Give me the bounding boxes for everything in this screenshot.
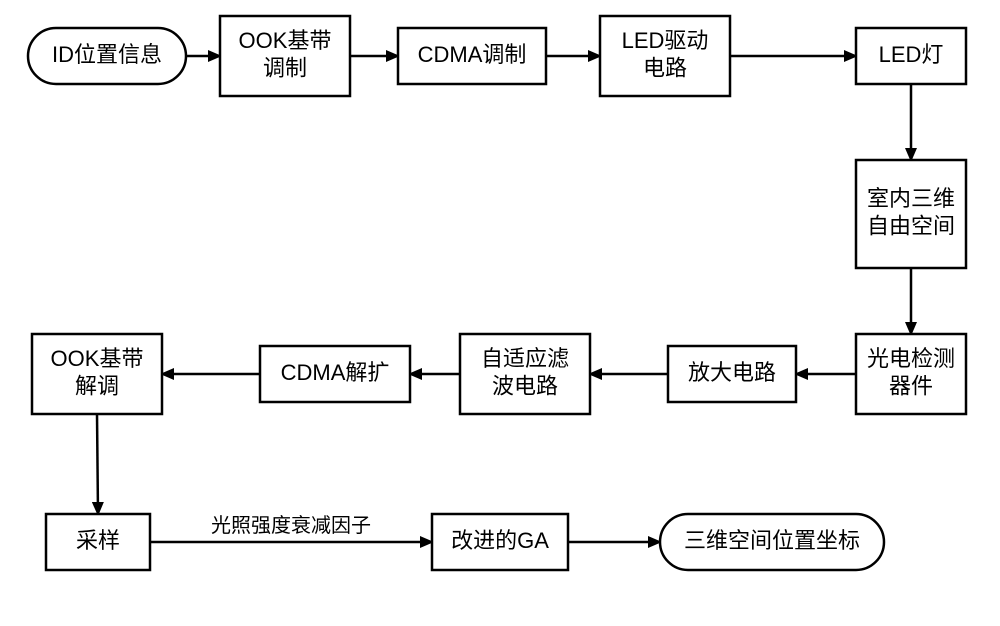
node-n12: 采样 <box>46 514 150 570</box>
node-label: LED灯 <box>879 42 944 67</box>
node-label: 采样 <box>76 528 120 553</box>
node-label: CDMA调制 <box>418 42 527 67</box>
node-label: OOK基带 <box>239 28 332 53</box>
node-n11: OOK基带解调 <box>32 334 162 414</box>
node-n5: LED灯 <box>856 28 966 84</box>
node-label: OOK基带 <box>51 346 144 371</box>
node-label: 室内三维 <box>867 186 955 211</box>
node-label: 自由空间 <box>867 214 955 239</box>
node-n4: LED驱动电路 <box>600 16 730 96</box>
node-label: 放大电路 <box>688 360 776 385</box>
node-n10: CDMA解扩 <box>260 346 410 402</box>
node-n9: 自适应滤波电路 <box>460 334 590 414</box>
node-label: 电路 <box>643 56 687 81</box>
node-label: 改进的GA <box>451 528 549 553</box>
node-n6: 室内三维自由空间 <box>856 160 966 268</box>
node-label: 波电路 <box>492 374 558 399</box>
node-label: 自适应滤 <box>481 346 569 371</box>
node-n8: 放大电路 <box>668 346 796 402</box>
node-label: ID位置信息 <box>52 42 162 67</box>
node-label: CDMA解扩 <box>281 360 390 385</box>
node-n7: 光电检测器件 <box>856 334 966 414</box>
edge-n11-n12 <box>97 414 98 514</box>
node-label: 光电检测 <box>867 346 955 371</box>
flowchart-canvas: 光照强度衰减因子 ID位置信息OOK基带调制CDMA调制LED驱动电路LED灯室… <box>0 0 1000 626</box>
node-label: 解调 <box>75 374 119 399</box>
node-n3: CDMA调制 <box>398 28 546 84</box>
node-n14: 三维空间位置坐标 <box>660 514 884 570</box>
edges-layer: 光照强度衰减因子 <box>97 56 911 542</box>
node-n13: 改进的GA <box>432 514 568 570</box>
node-n2: OOK基带调制 <box>220 16 350 96</box>
node-label: 三维空间位置坐标 <box>684 528 860 553</box>
nodes-layer: ID位置信息OOK基带调制CDMA调制LED驱动电路LED灯室内三维自由空间光电… <box>28 16 966 570</box>
edge-label: 光照强度衰减因子 <box>211 514 371 537</box>
node-label: 器件 <box>889 374 933 399</box>
node-label: 调制 <box>263 56 307 81</box>
node-label: LED驱动 <box>622 28 709 53</box>
node-n1: ID位置信息 <box>28 28 186 84</box>
